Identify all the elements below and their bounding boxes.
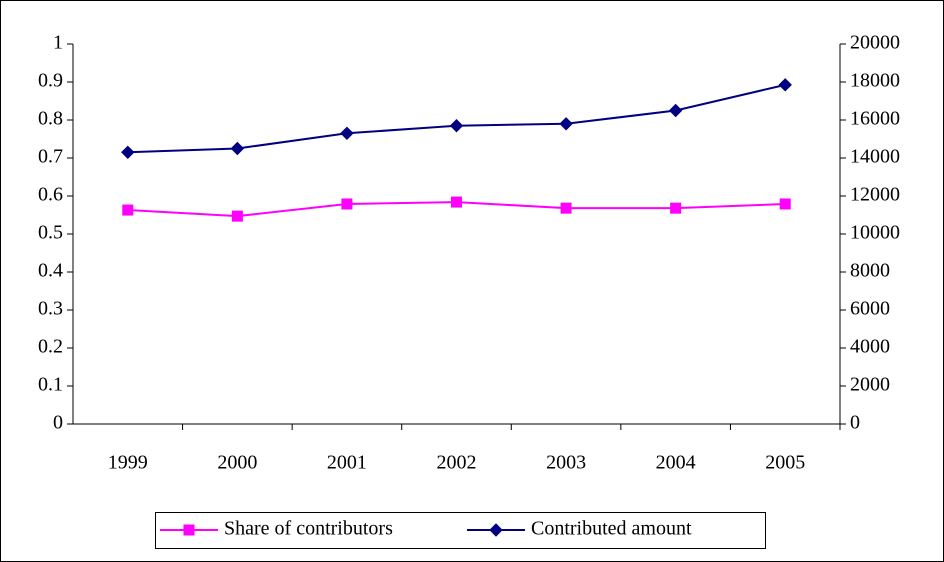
- y2-tick-label: 14000: [850, 146, 900, 168]
- legend-marker: [489, 523, 503, 537]
- x-tick-label: 2005: [765, 452, 805, 474]
- legend-label: Share of contributors: [224, 518, 393, 540]
- x-tick-label: 2002: [437, 452, 477, 474]
- x-tick-label: 1999: [108, 452, 148, 474]
- data-point: [560, 202, 572, 214]
- data-point: [670, 202, 682, 214]
- y2-tick-label: 10000: [850, 222, 900, 244]
- y2-tick-label: 16000: [850, 108, 900, 130]
- data-point: [778, 78, 792, 92]
- data-point: [340, 126, 354, 141]
- y-tick-label: 0.2: [38, 336, 63, 358]
- y2-tick-label: 8000: [850, 260, 890, 282]
- y-tick-label: 0.8: [38, 108, 63, 130]
- data-point: [121, 145, 135, 160]
- data-point: [122, 204, 134, 216]
- y2-tick-label: 0: [850, 412, 860, 434]
- y-tick-label: 0.5: [38, 222, 63, 244]
- y-tick-label: 0.3: [38, 298, 63, 320]
- x-tick-label: 2004: [656, 452, 696, 474]
- data-point: [559, 117, 573, 131]
- x-tick-label: 2003: [546, 452, 586, 474]
- legend-marker: [183, 524, 195, 536]
- data-point: [779, 198, 791, 210]
- data-point: [451, 196, 462, 208]
- data-point: [668, 103, 683, 118]
- x-tick-label: 2001: [327, 452, 367, 474]
- y-tick-label: 0: [53, 412, 63, 434]
- y2-tick-label: 20000: [850, 32, 900, 54]
- x-tick-label: 2000: [217, 452, 257, 474]
- y2-tick-label: 6000: [850, 298, 890, 320]
- y-tick-label: 0.4: [38, 260, 63, 282]
- legend-box: [155, 512, 766, 549]
- legend-label: Contributed amount: [531, 518, 692, 540]
- y-tick-label: 1: [53, 32, 63, 54]
- data-point: [231, 210, 243, 222]
- y-tick-label: 0.9: [38, 70, 63, 92]
- data-point: [230, 141, 245, 156]
- y2-tick-label: 18000: [850, 70, 900, 92]
- y-tick-label: 0.1: [38, 374, 63, 396]
- data-point: [449, 118, 464, 133]
- y2-tick-label: 2000: [850, 374, 890, 396]
- y2-tick-label: 12000: [850, 184, 900, 206]
- y-tick-label: 0.7: [38, 146, 63, 168]
- y-tick-label: 0.6: [38, 184, 63, 206]
- data-point: [341, 198, 353, 210]
- y2-tick-label: 4000: [850, 336, 890, 358]
